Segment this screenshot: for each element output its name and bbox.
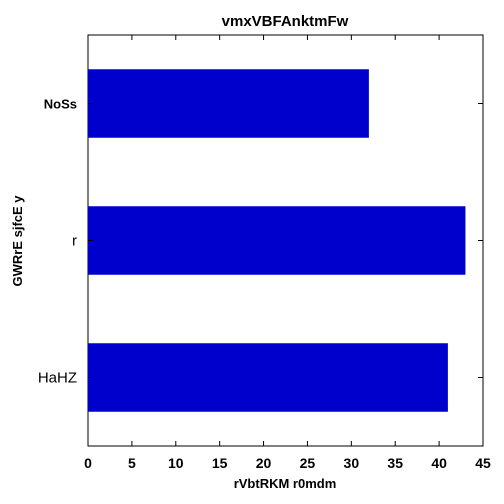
y-tick-label: r: [72, 233, 77, 250]
chart-title: vmxVBFAnktmFw: [222, 13, 349, 30]
x-tick-label: 45: [475, 455, 491, 471]
x-tick-label: 5: [128, 455, 136, 471]
x-tick-label: 0: [84, 455, 92, 471]
y-tick-label: NoSs: [44, 97, 77, 112]
x-tick-label: 25: [300, 455, 316, 471]
x-tick-label: 30: [344, 455, 360, 471]
bar-hahz: [88, 343, 448, 412]
bars: [88, 69, 466, 412]
bar-r: [88, 206, 466, 275]
y-tick-label: HaHZ: [38, 370, 77, 387]
x-axis-ticks: 0 5 10 15 20 25 30 35 40 45: [84, 35, 491, 471]
bar-noss: [88, 69, 369, 138]
x-tick-label: 15: [212, 455, 228, 471]
y-axis-ticks: NoSs r HaHZ: [38, 97, 483, 387]
x-tick-label: 20: [256, 455, 272, 471]
x-tick-label: 10: [168, 455, 184, 471]
x-tick-label: 35: [387, 455, 403, 471]
y-axis-label: GWRrE sjfcE y: [10, 195, 25, 287]
x-tick-label: 40: [431, 455, 447, 471]
x-axis-label: rVbtRKM r0mdm: [234, 476, 337, 491]
